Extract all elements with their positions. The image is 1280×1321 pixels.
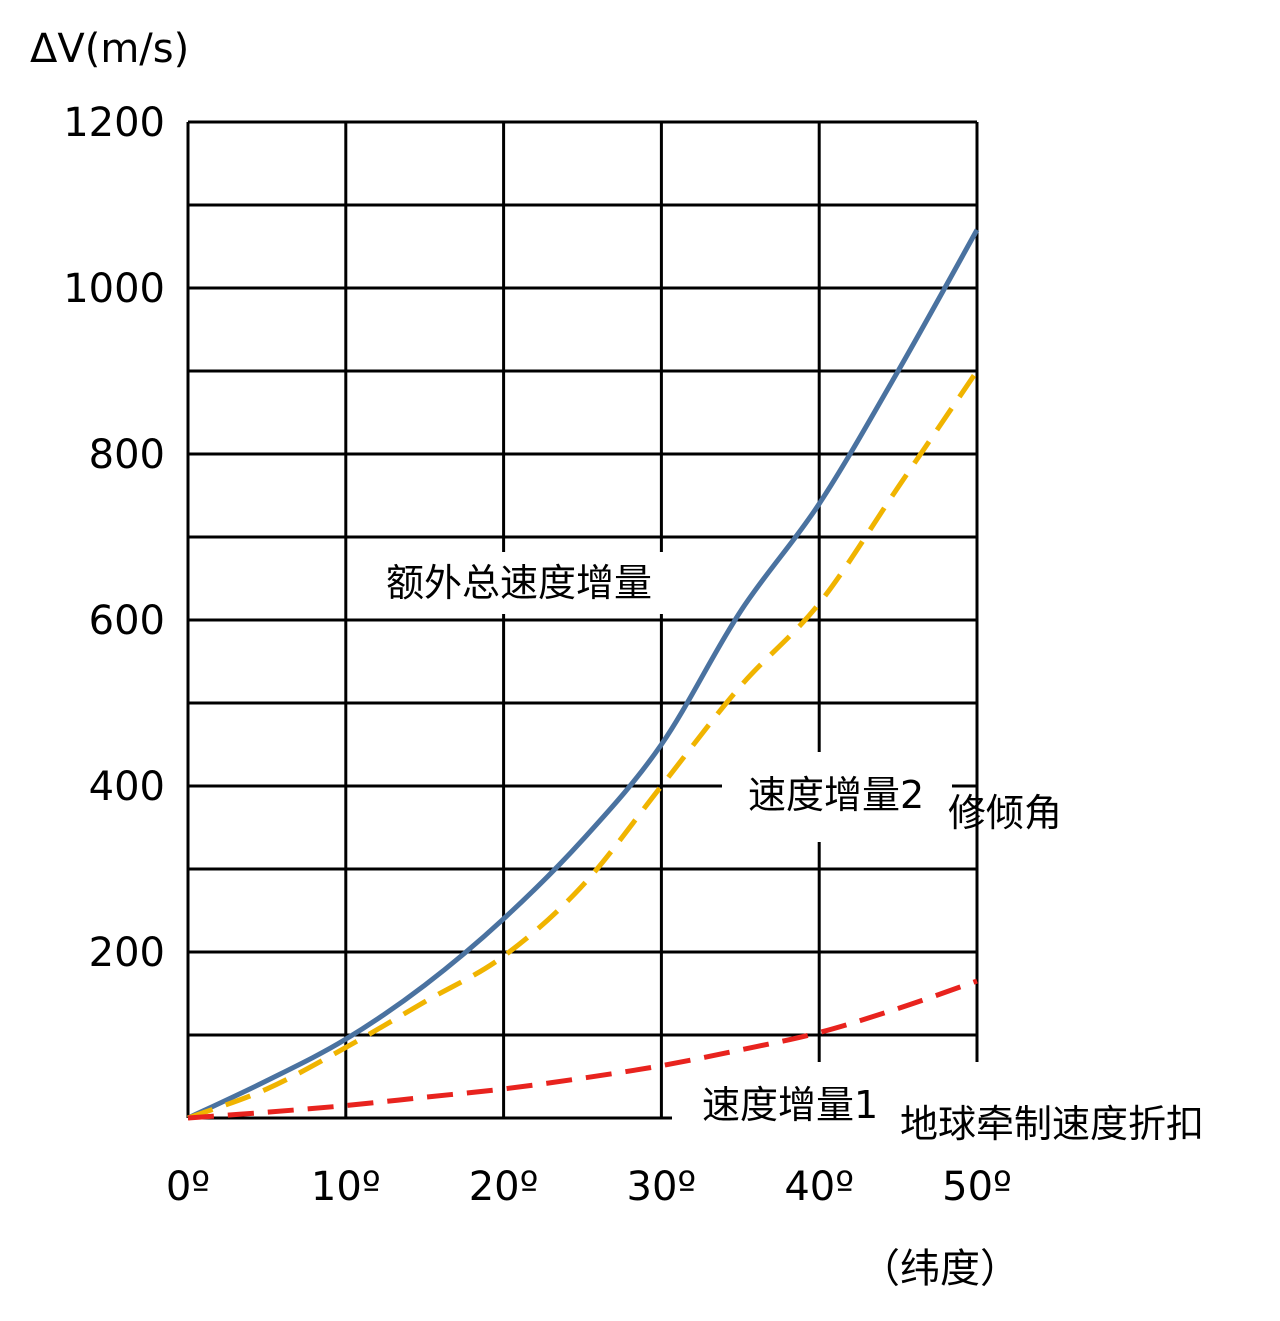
x-tick-label: 20º xyxy=(469,1164,539,1210)
y-tick-label: 1000 xyxy=(63,266,165,312)
annotation-earth-rotation-sub: 地球牵制速度折扣 xyxy=(900,1102,1204,1146)
y-tick-labels: 200 400 600 800 1000 1200 xyxy=(63,100,165,976)
x-tick-label: 30º xyxy=(627,1164,697,1210)
x-tick-label: 40º xyxy=(784,1164,854,1210)
x-axis-title: （纬度） xyxy=(860,1246,1020,1292)
annotation-total: 额外总速度增量 xyxy=(386,561,652,605)
y-tick-label: 200 xyxy=(89,930,165,976)
x-tick-label: 10º xyxy=(311,1164,381,1210)
y-tick-label: 600 xyxy=(89,598,165,644)
x-tick-labels: 0º 10º 20º 30º 40º 50º xyxy=(166,1164,1012,1210)
x-tick-label: 0º xyxy=(166,1164,210,1210)
chart-grid xyxy=(186,120,979,1120)
annotation-background xyxy=(380,552,700,614)
annotation-earth-rotation: 速度增量1 xyxy=(702,1083,878,1127)
y-tick-label: 800 xyxy=(89,432,165,478)
annotation-background xyxy=(722,752,952,842)
y-axis-title: ΔV(m/s) xyxy=(30,26,189,72)
x-tick-label: 50º xyxy=(942,1164,1012,1210)
series-line-inclination xyxy=(187,369,980,1121)
series-line-earth_rotation xyxy=(187,978,978,1121)
annotation-inclination-sub: 修倾角 xyxy=(948,791,1062,835)
chart-series xyxy=(186,228,980,1121)
annotation-backgrounds xyxy=(380,552,1002,1122)
y-tick-label: 1200 xyxy=(63,100,165,146)
series-line-total xyxy=(186,228,980,1121)
annotation-inclination: 速度增量2 xyxy=(748,773,924,817)
y-tick-label: 400 xyxy=(89,764,165,810)
annotation-background xyxy=(672,1062,1002,1122)
